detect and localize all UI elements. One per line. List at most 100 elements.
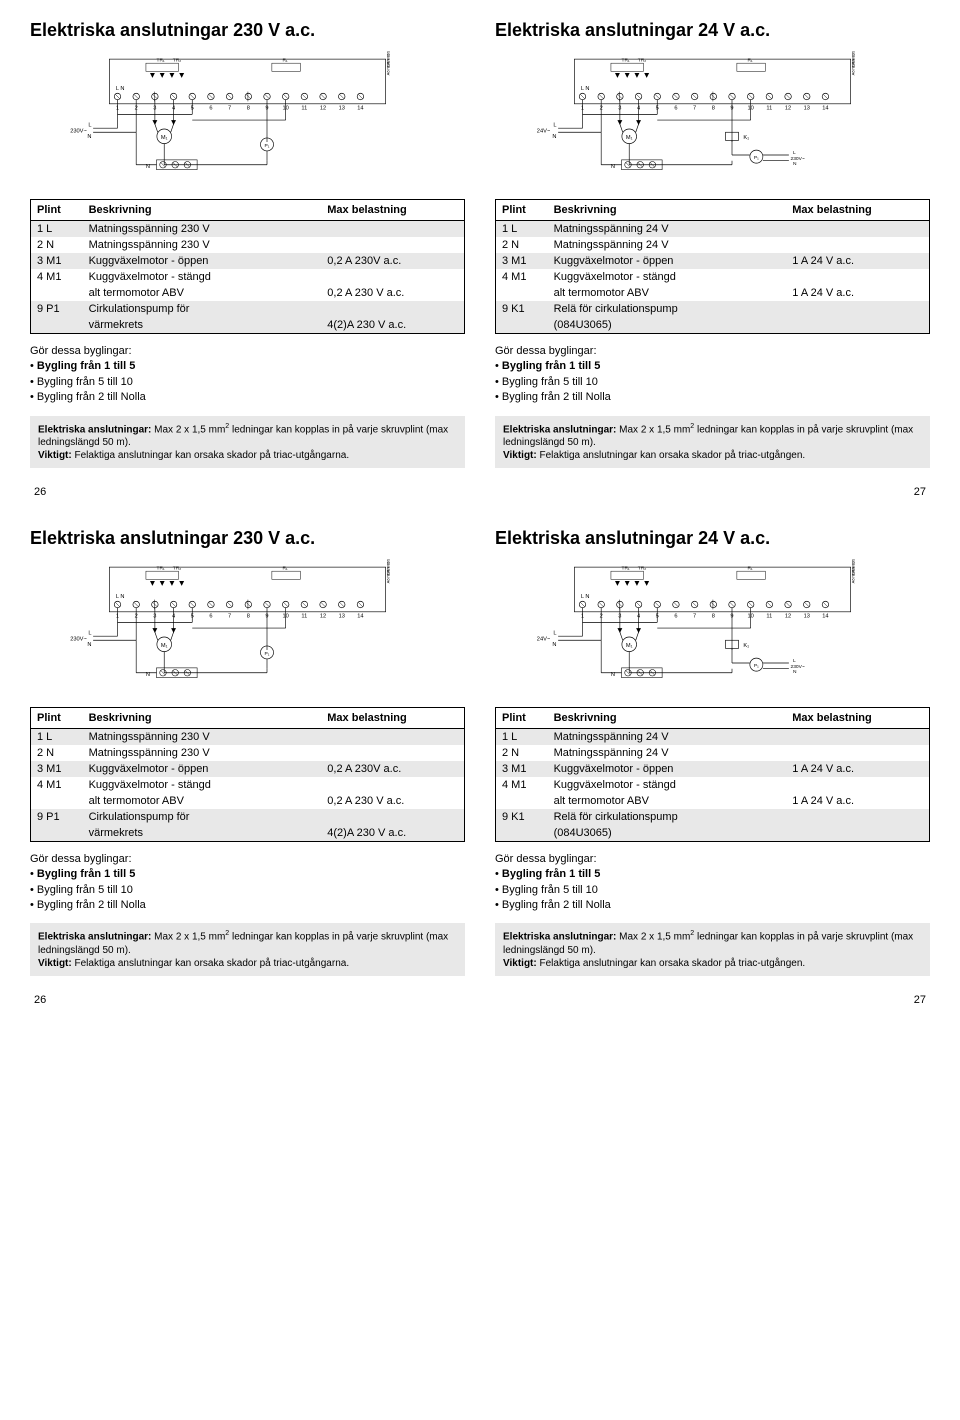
svg-text:230V~: 230V~ [70,636,87,642]
svg-text:A67B217.11: A67B217.11 [386,561,391,584]
svg-text:13: 13 [804,613,810,619]
svg-text:230V~: 230V~ [791,664,805,670]
svg-text:11: 11 [301,106,307,112]
svg-text:6: 6 [674,106,677,112]
svg-text:230V~: 230V~ [791,156,805,162]
heading-230v-b: Elektriska anslutningar 230 V a.c. [30,528,465,549]
svg-text:R₁: R₁ [747,58,753,64]
col-230v: Elektriska anslutningar 230 V a.c. TR₁ TR… [30,20,465,468]
page-numbers-top: 26 27 [30,486,930,498]
svg-text:24V~: 24V~ [537,636,551,642]
byglingar-230v: Gör dessa byglingar:• Bygling från 1 til… [30,344,465,406]
svg-text:P₁: P₁ [754,663,759,669]
byglingar-24v: Gör dessa byglingar:• Bygling från 1 til… [495,344,930,406]
svg-text:8: 8 [247,613,250,619]
svg-text:TR₂: TR₂ [638,58,646,64]
svg-text:6: 6 [209,106,212,112]
svg-text:11: 11 [766,106,772,112]
page-numbers-bottom: 26 27 [30,994,930,1006]
svg-text:M₁: M₁ [626,135,633,141]
svg-text:8: 8 [247,106,250,112]
svg-text:L N: L N [581,594,590,600]
svg-text:M₁: M₁ [161,135,168,141]
heading-24v-b: Elektriska anslutningar 24 V a.c. [495,528,930,549]
svg-text:L: L [793,150,796,156]
svg-text:M₁: M₁ [626,643,633,649]
svg-text:P₁: P₁ [754,155,759,161]
svg-text:A67B217.11: A67B217.11 [386,53,391,76]
note-230v-b: Elektriska anslutningar: Max 2 x 1,5 mm2… [30,923,465,975]
svg-text:6: 6 [209,613,212,619]
page-top: Elektriska anslutningar 230 V a.c. TR₁ TR… [0,0,960,508]
svg-text:L: L [793,658,796,664]
page-num-right: 27 [914,486,926,498]
svg-text:L N: L N [116,594,125,600]
svg-text:M₁: M₁ [161,643,168,649]
svg-text:13: 13 [804,106,810,112]
svg-text:13: 13 [339,613,345,619]
svg-text:N: N [552,134,556,140]
svg-text:8: 8 [712,613,715,619]
svg-text:14: 14 [357,106,363,112]
columns: Elektriska anslutningar 230 V a.c. TR₁ TR… [30,528,930,976]
svg-text:L: L [553,123,556,129]
svg-text:TR₂: TR₂ [173,565,181,571]
svg-text:TR₁: TR₁ [157,565,165,571]
heading-230v: Elektriska anslutningar 230 V a.c. [30,20,465,41]
page-num-right-b: 27 [914,994,926,1006]
svg-text:N: N [87,642,91,648]
svg-text:8: 8 [712,106,715,112]
byglingar-24v-b: Gör dessa byglingar:• Bygling från 1 til… [495,852,930,914]
page-num-left: 26 [34,486,46,498]
svg-text:TR₂: TR₂ [173,58,181,64]
svg-text:R₁: R₁ [282,58,288,64]
svg-text:12: 12 [320,106,326,112]
svg-text:L: L [88,630,91,636]
col-24v-b: Elektriska anslutningar 24 V a.c. TR₁ TR₂… [495,528,930,976]
svg-text:14: 14 [357,613,363,619]
svg-text:L: L [88,123,91,129]
svg-text:7: 7 [693,106,696,112]
svg-text:P₁: P₁ [265,651,270,657]
svg-text:11: 11 [301,613,307,619]
table-230v: PlintBeskrivningMax belastning1 LMatning… [30,199,465,334]
wiring-diagram-24v: TR₁TR₂R₁DANFOSSA67B218.12L N123456789101… [495,51,930,181]
note-24v: Elektriska anslutningar: Max 2 x 1,5 mm2… [495,416,930,468]
svg-text:K₁: K₁ [743,643,749,649]
wiring-diagram-230v-b: TR₁TR₂R₁DANFOSSA67B217.11L N123456789101… [30,559,465,689]
svg-text:6: 6 [674,613,677,619]
svg-text:L: L [553,630,556,636]
svg-text:7: 7 [228,106,231,112]
table-24v: PlintBeskrivningMax belastning1 LMatning… [495,199,930,334]
byglingar-230v-b: Gör dessa byglingar:• Bygling från 1 til… [30,852,465,914]
col-230v-b: Elektriska anslutningar 230 V a.c. TR₁ TR… [30,528,465,976]
heading-24v: Elektriska anslutningar 24 V a.c. [495,20,930,41]
svg-text:A67B218.12: A67B218.12 [851,560,856,583]
table-24v-b: PlintBeskrivningMax belastning1 LMatning… [495,707,930,842]
note-24v-b: Elektriska anslutningar: Max 2 x 1,5 mm2… [495,923,930,975]
svg-text:12: 12 [320,613,326,619]
svg-text:K₁: K₁ [743,135,749,141]
svg-text:L N: L N [581,86,590,92]
svg-text:TR₁: TR₁ [622,58,630,64]
svg-text:13: 13 [339,106,345,112]
svg-text:R₁: R₁ [747,565,753,571]
svg-text:12: 12 [785,106,791,112]
wiring-diagram-230v: TR₁TR₂R₁DANFOSSA67B217.11L N123456789101… [30,51,465,181]
svg-text:14: 14 [822,106,828,112]
svg-text:TR₂: TR₂ [638,565,646,571]
note-230v: Elektriska anslutningar: Max 2 x 1,5 mm2… [30,416,465,468]
svg-text:N: N [87,134,91,140]
table-230v-b: PlintBeskrivningMax belastning1 LMatning… [30,707,465,842]
svg-text:230V~: 230V~ [70,128,87,134]
svg-text:24V~: 24V~ [537,128,551,134]
svg-text:R₁: R₁ [282,565,288,571]
svg-text:TR₁: TR₁ [622,565,630,571]
svg-text:N: N [552,642,556,648]
col-24v: Elektriska anslutningar 24 V a.c. TR₁ TR₂… [495,20,930,468]
svg-text:P₁: P₁ [265,143,270,149]
page-num-left-b: 26 [34,994,46,1006]
svg-text:TR₁: TR₁ [157,58,165,64]
svg-text:A67B218.12: A67B218.12 [851,52,856,75]
svg-text:14: 14 [822,613,828,619]
